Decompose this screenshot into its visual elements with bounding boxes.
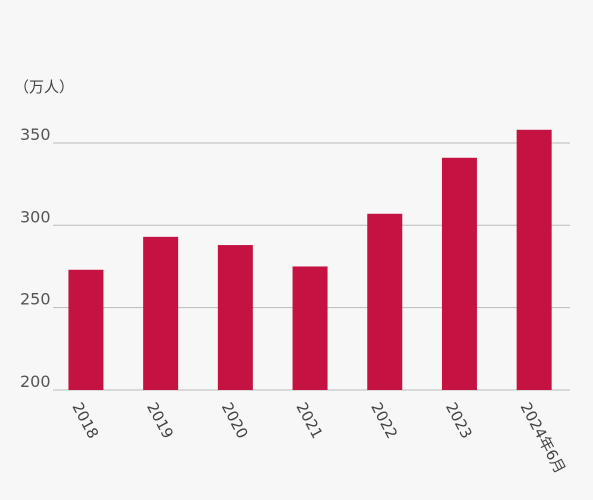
y-tick-label: 250 (20, 290, 51, 309)
bar (367, 213, 403, 390)
y-axis-label: （万人） (14, 78, 74, 96)
bar (441, 157, 477, 390)
bar (516, 129, 552, 391)
bar (143, 236, 179, 390)
y-tick-label: 350 (20, 125, 51, 144)
bar (217, 245, 253, 390)
bar (292, 266, 328, 390)
y-tick-label: 200 (20, 372, 51, 391)
y-tick-label: 300 (20, 207, 51, 226)
bar (68, 269, 104, 390)
